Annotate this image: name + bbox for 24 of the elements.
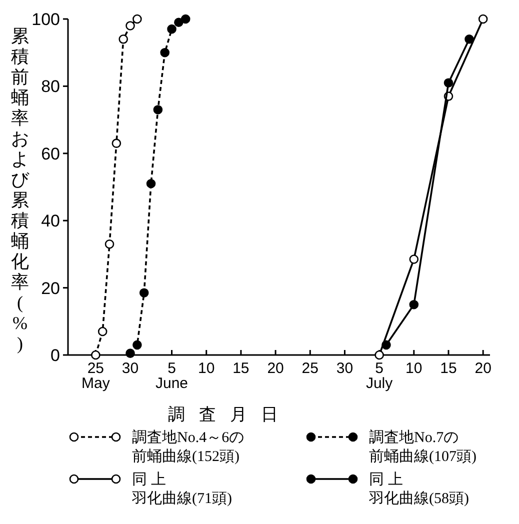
x-tick-label: 10 [406, 360, 422, 377]
y-tick-label: 60 [41, 144, 60, 164]
x-axis-title: 調査月日 [168, 405, 292, 424]
y-tick-label: 0 [50, 346, 60, 365]
x-tick-label: 25 [302, 360, 318, 377]
x-tick-label: 5 July [366, 360, 394, 392]
text: 累積前蛹率および累積蛹化率(%) [11, 26, 29, 354]
legend-label: 同 上羽化曲線(58頭) [368, 471, 469, 507]
x-tick-label: 30 [122, 360, 139, 377]
x-tick-label: 5 June [156, 360, 188, 392]
x-tick-label: 15 [440, 360, 457, 377]
x-tick-label: 10 [198, 360, 215, 377]
y-tick-label: 40 [41, 212, 60, 231]
y-tick-label: 80 [41, 77, 60, 96]
y-tick-label: 100 [32, 10, 60, 29]
legend-label: 調査地No.4～6の前蛹曲線(152頭) [132, 429, 244, 465]
legend-label: 調査地No.7の前蛹曲線(107頭) [369, 429, 476, 465]
x-tick-label: 15 [232, 360, 250, 377]
x-tick-label: 30 [336, 360, 354, 377]
legend-label: 同 上羽化曲線(71頭) [131, 471, 232, 507]
x-tick-label: 20 [474, 360, 492, 377]
y-tick-label: 20 [41, 278, 60, 298]
x-tick-label: 25 May [82, 360, 110, 392]
x-tick-label: 20 [267, 360, 284, 377]
